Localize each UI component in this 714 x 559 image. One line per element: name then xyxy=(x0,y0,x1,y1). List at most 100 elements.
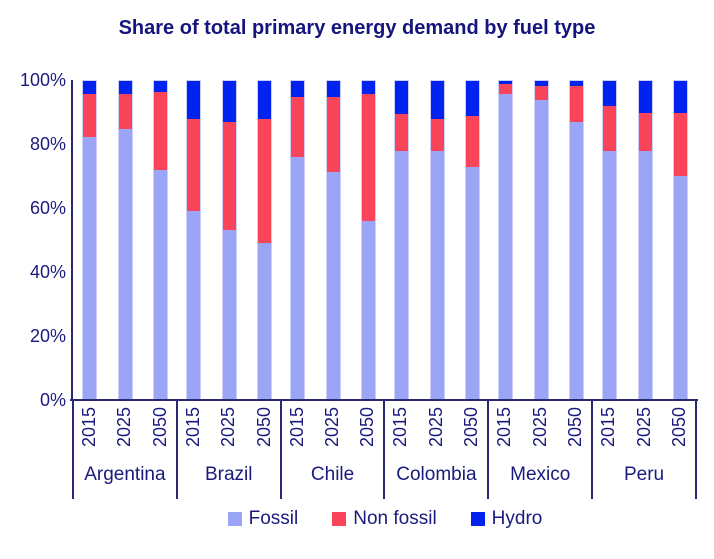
bar-segment-non-fossil xyxy=(674,112,687,177)
legend: Fossil Non fossil Hydro xyxy=(73,508,697,530)
year-label-text: 2025 xyxy=(218,407,239,448)
year-label-text: 2025 xyxy=(322,407,343,448)
year-label: 2015 xyxy=(79,401,99,461)
stacked-bar-peru-2015 xyxy=(602,80,617,400)
stacked-bar-mexico-2015 xyxy=(498,80,513,400)
country-label-chile: Chile xyxy=(310,464,355,485)
year-label: 2025 xyxy=(529,401,550,461)
stacked-bar-peru-2050 xyxy=(673,80,688,400)
bar-segment-fossil xyxy=(534,100,548,399)
y-axis-tick-label: 60% xyxy=(29,198,66,218)
year-label: 2025 xyxy=(322,401,343,461)
bar-segment-fossil xyxy=(362,220,375,399)
year-label-text: 2050 xyxy=(357,407,378,448)
bar-segment-hydro xyxy=(362,81,375,94)
bar-segment-non-fossil xyxy=(499,84,512,94)
year-label-text: 2025 xyxy=(529,407,550,448)
legend-item-fossil: Fossil xyxy=(227,508,299,530)
x-group-argentina: 2015 2025 2050 Argentina xyxy=(72,401,178,499)
bar-group-mexico xyxy=(489,80,593,400)
country-label-mexico: Mexico xyxy=(510,464,571,485)
bar-segment-hydro xyxy=(258,81,271,120)
stacked-bar-colombia-2025 xyxy=(429,80,445,400)
bar-segment-hydro xyxy=(638,81,652,113)
legend-swatch-non-fossil xyxy=(332,512,347,526)
stacked-bar-argentina-2015 xyxy=(82,80,97,400)
year-label-text: 2015 xyxy=(390,407,411,448)
year-label: 2015 xyxy=(390,401,411,461)
bar-segment-fossil xyxy=(603,150,616,399)
year-label-text: 2050 xyxy=(149,407,170,448)
bar-segment-non-fossil xyxy=(187,119,200,212)
year-label-text: 2050 xyxy=(461,407,482,448)
bar-group-chile xyxy=(281,80,385,400)
bar-segment-fossil xyxy=(222,230,236,399)
stacked-bar-chile-2025 xyxy=(325,80,341,400)
stacked-bar-brazil-2025 xyxy=(221,80,237,400)
bar-segment-hydro xyxy=(326,81,340,97)
x-group-mexico: 2015 2025 2050 Mexico xyxy=(489,401,594,499)
year-label: 2015 xyxy=(598,401,619,461)
y-axis-tick-label: 80% xyxy=(29,134,66,154)
legend-swatch-fossil xyxy=(227,512,242,526)
year-label-text: 2025 xyxy=(425,407,446,448)
bar-segment-fossil xyxy=(638,150,652,399)
country-label-argentina: Argentina xyxy=(84,464,166,485)
year-label-text: 2015 xyxy=(182,407,203,448)
bar-segment-hydro xyxy=(499,81,512,85)
legend-label-fossil: Fossil xyxy=(248,508,299,529)
bar-segment-non-fossil xyxy=(291,96,304,158)
bar-segment-fossil xyxy=(187,211,200,399)
bar-segment-fossil xyxy=(430,150,444,399)
year-label: 2025 xyxy=(425,401,446,461)
legend-item-non-fossil: Non fossil xyxy=(332,508,437,530)
bar-segment-non-fossil xyxy=(258,119,271,244)
stacked-bar-mexico-2050 xyxy=(569,80,584,400)
year-label-text: 2015 xyxy=(286,407,307,448)
bar-segment-non-fossil xyxy=(395,114,408,151)
y-axis-line xyxy=(71,80,73,400)
stacked-bar-peru-2025 xyxy=(637,80,653,400)
bar-segment-hydro xyxy=(118,81,132,94)
year-label: 2015 xyxy=(182,401,203,461)
legend-item-hydro: Hydro xyxy=(470,508,543,530)
x-group-chile: 2015 2025 2050 Chile xyxy=(282,401,386,499)
bar-segment-fossil xyxy=(466,166,479,399)
year-label-text: 2050 xyxy=(253,407,274,448)
bar-segment-non-fossil xyxy=(326,96,340,172)
year-label-text: 2015 xyxy=(598,407,619,448)
legend-label-hydro: Hydro xyxy=(491,508,543,529)
bar-group-peru xyxy=(593,80,697,400)
year-labels: 2015 2025 2050 xyxy=(178,401,280,461)
stacked-bar-brazil-2015 xyxy=(186,80,201,400)
year-label-text: 2050 xyxy=(565,407,586,448)
year-label: 2050 xyxy=(253,401,274,461)
stacked-bar-brazil-2050 xyxy=(257,80,272,400)
bar-segment-non-fossil xyxy=(222,122,236,231)
legend-swatch-hydro xyxy=(470,512,485,526)
year-label: 2025 xyxy=(114,401,135,461)
bar-segment-non-fossil xyxy=(570,85,583,123)
bar-segment-hydro xyxy=(395,81,408,115)
year-label: 2015 xyxy=(494,401,515,461)
stacked-bar-chile-2050 xyxy=(361,80,376,400)
y-axis-tick-label: 100% xyxy=(19,70,66,90)
bar-segment-fossil xyxy=(570,122,583,399)
year-label: 2050 xyxy=(149,401,170,461)
year-label: 2025 xyxy=(218,401,239,461)
bar-segment-fossil xyxy=(154,170,167,399)
stacked-bar-argentina-2050 xyxy=(153,80,168,400)
year-label-text: 2025 xyxy=(114,407,135,448)
x-axis-line xyxy=(70,399,698,401)
bar-segment-hydro xyxy=(291,81,304,97)
x-group-peru: 2015 2025 2050 Peru xyxy=(593,401,697,499)
year-label-text: 2015 xyxy=(494,407,515,448)
bar-segment-non-fossil xyxy=(638,112,652,151)
bar-segment-fossil xyxy=(499,93,512,399)
bar-group-brazil xyxy=(177,80,281,400)
stacked-bar-colombia-2050 xyxy=(465,80,480,400)
stacked-bar-chile-2015 xyxy=(290,80,305,400)
bar-segment-hydro xyxy=(570,81,583,86)
year-label: 2050 xyxy=(669,401,689,461)
